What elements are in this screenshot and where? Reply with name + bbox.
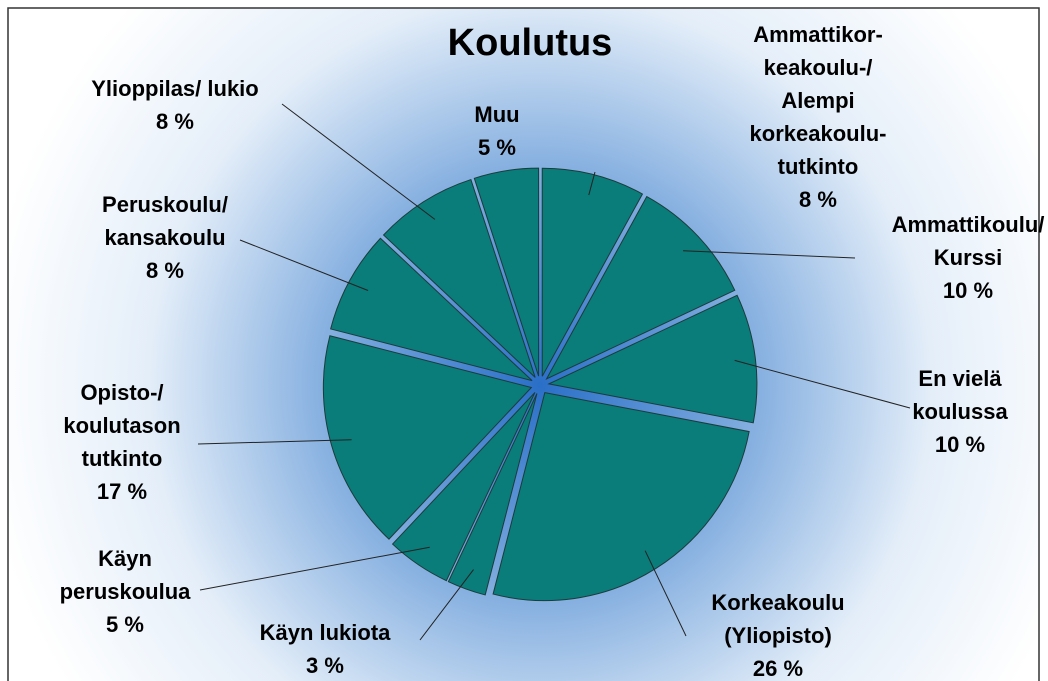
category-label: Opisto-/ koulutason tutkinto — [63, 380, 181, 471]
leader-line — [419, 569, 474, 641]
value-label: 10 % — [934, 432, 986, 457]
pie-slice — [473, 167, 540, 377]
leader-line — [239, 239, 369, 291]
category-label: Korkeakoulu (Yliopisto) — [711, 590, 845, 648]
value-label: 17 % — [96, 479, 148, 504]
value-label: 26 % — [752, 656, 804, 681]
slice-label: Muu 5 % — [474, 98, 519, 164]
category-label: Muu — [474, 102, 520, 127]
category-label: Käyn peruskoulua — [59, 546, 191, 604]
slice-label: Käyn peruskoulua 5 % — [60, 542, 191, 641]
leader-line — [197, 439, 352, 445]
value-label: 8 % — [156, 109, 194, 134]
slice-label: En vielä koulussa 10 % — [912, 362, 1007, 461]
slice-label: Ammattikor- keakoulu-/ Alempi korkeakoul… — [750, 18, 887, 216]
leader-line — [199, 546, 430, 591]
leader-line — [683, 250, 856, 259]
pie-slice — [382, 178, 536, 378]
value-label: 5 % — [478, 135, 516, 160]
category-label: Ammattikoulu/ Kurssi — [891, 212, 1045, 270]
value-label: 8 % — [799, 187, 837, 212]
leader-line — [734, 359, 911, 409]
category-label: Käyn lukiota — [259, 620, 391, 645]
slice-label: Ylioppilas/ lukio 8 % — [91, 72, 258, 138]
pie-slice — [447, 393, 538, 596]
pie-slice — [492, 392, 750, 602]
pie-slice — [391, 392, 536, 582]
leader-line — [281, 103, 436, 220]
slice-label: Ammattikoulu/ Kurssi 10 % — [892, 208, 1045, 307]
leader-line — [644, 550, 687, 637]
value-label: 3 % — [306, 653, 344, 678]
pie-slice — [545, 195, 736, 380]
category-label: Ylioppilas/ lukio — [91, 76, 259, 101]
category-label: En vielä koulussa — [912, 366, 1008, 424]
slice-label: Peruskoulu/ kansakoulu 8 % — [102, 188, 228, 287]
slice-label: Opisto-/ koulutason tutkinto 17 % — [63, 376, 180, 508]
leader-line — [588, 171, 596, 196]
pie-slice — [547, 294, 758, 424]
pie-slice — [322, 335, 533, 540]
value-label: 5 % — [106, 612, 144, 637]
value-label: 8 % — [146, 258, 184, 283]
slice-label: Korkeakoulu (Yliopisto) 26 % — [711, 586, 844, 681]
value-label: 10 % — [942, 278, 994, 303]
category-label: Ammattikor- keakoulu-/ Alempi korkeakoul… — [749, 22, 887, 179]
chart-title: Koulutus — [447, 22, 613, 64]
pie-slice — [330, 237, 533, 382]
slice-label: Käyn lukiota 3 % — [260, 616, 391, 681]
category-label: Peruskoulu/ kansakoulu — [102, 192, 228, 250]
